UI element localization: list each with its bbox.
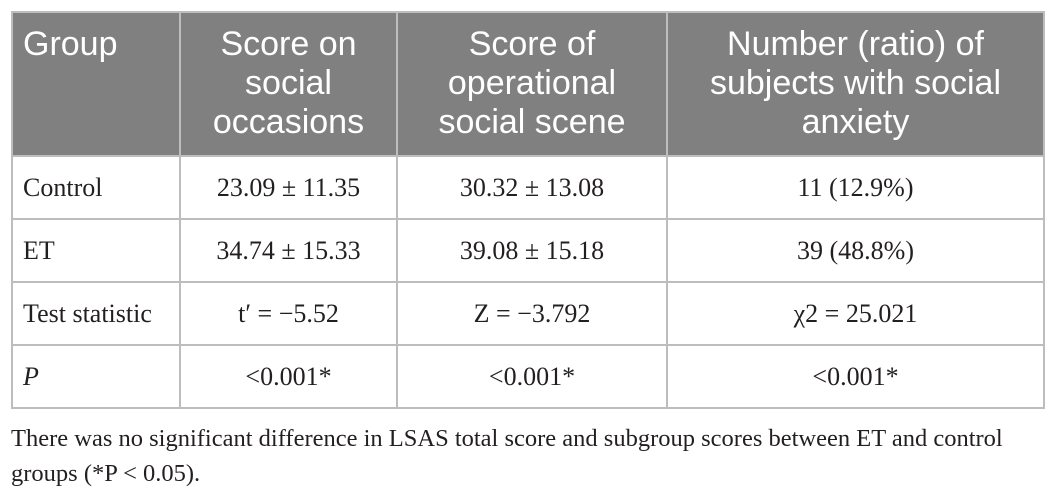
table-row: P <0.001* <0.001* <0.001* xyxy=(11,344,1045,409)
table-cell: <0.001* xyxy=(396,344,668,409)
header-social-anxiety-ratio: Number (ratio) of subjects with social a… xyxy=(666,11,1045,157)
table-row: ET 34.74 ± 15.33 39.08 ± 15.18 39 (48.8%… xyxy=(11,218,1045,283)
row-label: ET xyxy=(11,218,181,283)
header-row: Group Score on social occasions Score of… xyxy=(11,11,1045,157)
table-cell: 34.74 ± 15.33 xyxy=(179,218,398,283)
row-label: Test statistic xyxy=(11,281,181,346)
header-group: Group xyxy=(11,11,181,157)
row-label: P xyxy=(11,344,181,409)
table-cell: χ2 = 25.021 xyxy=(666,281,1045,346)
table-cell: Z = −3.792 xyxy=(396,281,668,346)
table-cell: <0.001* xyxy=(666,344,1045,409)
table-row: Test statistic t′ = −5.52 Z = −3.792 χ2 … xyxy=(11,281,1045,346)
table-row: Control 23.09 ± 11.35 30.32 ± 13.08 11 (… xyxy=(11,155,1045,220)
header-social-occasions: Score on social occasions xyxy=(179,11,398,157)
table-cell: 39 (48.8%) xyxy=(666,218,1045,283)
table-cell: 23.09 ± 11.35 xyxy=(179,155,398,220)
table-cell: t′ = −5.52 xyxy=(179,281,398,346)
table-footnote: There was no significant difference in L… xyxy=(11,425,1003,487)
table-cell: 11 (12.9%) xyxy=(666,155,1045,220)
header-operational-scene: Score of operational social scene xyxy=(396,11,668,157)
table-cell: 30.32 ± 13.08 xyxy=(396,155,668,220)
table-cell: <0.001* xyxy=(179,344,398,409)
results-table: Group Score on social occasions Score of… xyxy=(11,11,1045,409)
table-cell: 39.08 ± 15.18 xyxy=(396,218,668,283)
row-label: Control xyxy=(11,155,181,220)
